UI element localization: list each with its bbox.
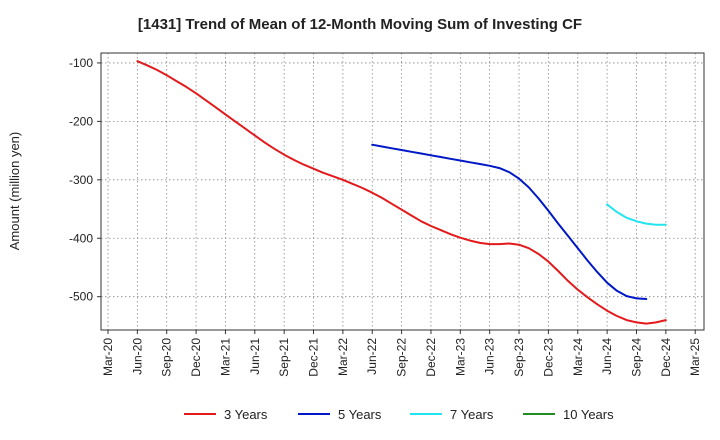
- x-tick-label: Dec-24: [659, 338, 673, 377]
- x-tick-label: Dec-21: [307, 338, 321, 377]
- legend-label-3-years: 3 Years: [224, 407, 268, 422]
- y-tick-label: -100: [69, 56, 93, 70]
- chart-title: [1431] Trend of Mean of 12-Month Moving …: [138, 16, 582, 33]
- x-tick-label: Dec-20: [189, 338, 203, 377]
- legend: 3 Years 5 Years 7 Years 10 Years: [184, 407, 614, 422]
- series-lines: [136, 60, 667, 325]
- grid: [101, 53, 704, 330]
- x-tick-labels: Mar-20 Jun-20 Sep-20 Dec-20 Mar-21 Jun-21 Sep-…: [101, 330, 720, 377]
- x-tick-label: Sep-24: [629, 338, 643, 377]
- series-line-7-years: [606, 203, 667, 226]
- x-tick-label: Mar-25: [688, 338, 702, 376]
- legend-label-7-years: 7 Years: [450, 407, 494, 422]
- legend-label-10-years: 10 Years: [563, 407, 614, 422]
- x-tick-label: Mar-21: [218, 338, 232, 376]
- x-tick-label: Mar-24: [571, 338, 585, 376]
- x-tick-label: Jun-21: [248, 338, 262, 375]
- x-tick-label: Sep-23: [512, 338, 526, 377]
- y-tick-label: -200: [69, 114, 93, 128]
- plot-area: [100, 52, 705, 331]
- x-tick-label: Dec-23: [541, 338, 555, 377]
- y-tick-label: -300: [69, 173, 93, 187]
- x-tick-label: Mar-22: [336, 338, 350, 376]
- x-tick-label: Mar-20: [101, 338, 115, 376]
- x-tick-label: Jun-24: [600, 338, 614, 375]
- y-tick-label: -500: [69, 290, 93, 304]
- x-tick-label: Sep-20: [160, 338, 174, 377]
- legend-label-5-years: 5 Years: [338, 407, 382, 422]
- y-axis-label: Amount (million yen): [7, 132, 22, 251]
- x-tick-label: Jun-20: [130, 338, 144, 375]
- x-tick-label: Jun-23: [483, 338, 497, 375]
- y-tick-label: -400: [69, 231, 93, 245]
- x-tick-label: Sep-22: [395, 338, 409, 377]
- series-line-3-years: [136, 60, 667, 325]
- x-tick-label: Mar-23: [453, 338, 467, 376]
- x-tick-label: Sep-21: [277, 338, 291, 377]
- series-line-5-years: [371, 143, 648, 300]
- y-tick-labels: -100 -200 -300 -400 -500: [69, 56, 101, 304]
- x-tick-label: Jun-25: [718, 338, 720, 375]
- x-tick-label: Dec-22: [424, 338, 438, 377]
- x-tick-label: Jun-22: [365, 338, 379, 375]
